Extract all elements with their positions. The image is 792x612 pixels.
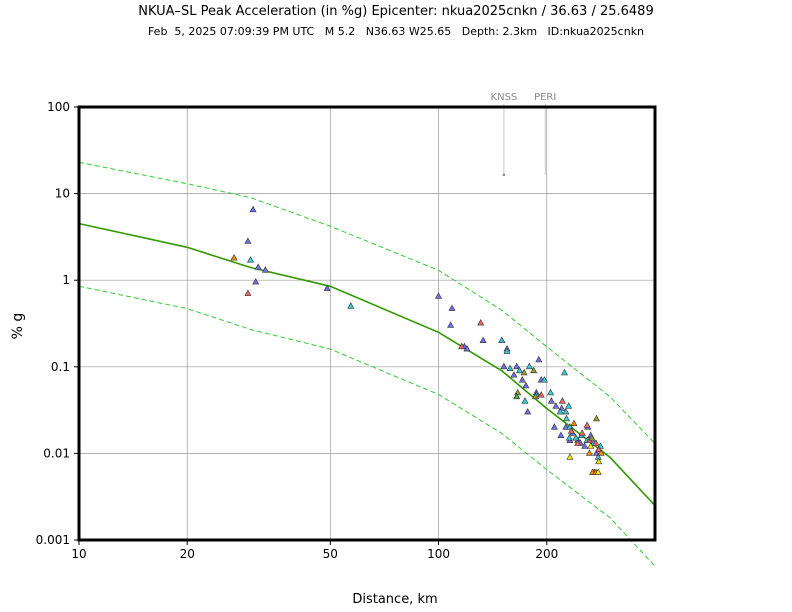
data-point-cyan <box>498 336 506 343</box>
data-point-blue <box>547 397 555 404</box>
data-point-red <box>578 429 586 436</box>
x-axis-label: Distance, km <box>352 592 438 607</box>
data-point-red <box>558 397 566 404</box>
data-point-blue <box>518 376 526 383</box>
plot-frame <box>77 105 657 542</box>
station-label: PERI <box>534 92 556 103</box>
data-point-olive <box>514 388 522 396</box>
data-point-blue <box>261 266 269 273</box>
data-point-red <box>244 289 252 296</box>
x-tick-label: 100 <box>427 547 450 561</box>
data-point-olive <box>520 368 528 376</box>
data-point-cyan <box>565 402 573 409</box>
data-points <box>230 205 605 475</box>
data-point-cyan <box>565 434 573 441</box>
data-point-cyan <box>347 302 355 309</box>
grid-lines <box>78 106 655 541</box>
data-point-blue <box>254 263 262 270</box>
data-point-blue <box>479 336 487 343</box>
data-point-blue <box>434 292 443 299</box>
data-point-blue <box>524 407 532 415</box>
axis-ticks: 10 20 50 100 200 0.001 0.01 0.1 1 10 100 <box>36 100 559 561</box>
data-point-cyan <box>506 364 514 371</box>
x-tick-label: 50 <box>323 547 338 561</box>
data-point-cyan <box>556 407 564 415</box>
y-tick-label: 0.01 <box>43 446 70 460</box>
data-point-red <box>592 439 600 446</box>
data-point-blue <box>552 402 560 409</box>
data-point-blue <box>522 381 530 389</box>
data-point-orange <box>585 449 594 456</box>
data-point-cyan <box>547 388 555 396</box>
station-marker <box>502 173 506 177</box>
data-point-yellow <box>587 442 595 449</box>
chart-title: NKUA–SL Peak Acceleration (in %g) Epicen… <box>138 4 654 19</box>
data-point-blue <box>510 371 518 378</box>
data-point-blue <box>252 277 260 285</box>
data-point-olive <box>531 392 539 400</box>
data-point-red <box>458 342 466 350</box>
data-point-cyan <box>572 434 580 441</box>
x-tick-label: 200 <box>535 547 558 561</box>
x-tick-label: 20 <box>180 547 195 561</box>
chart-subtitle: Feb 5, 2025 07:09:39 PM UTC M 5.2 N36.63… <box>147 25 645 38</box>
data-point-blue <box>244 237 252 244</box>
y-tick-label: 1 <box>62 273 70 287</box>
data-point-olive <box>588 434 596 441</box>
data-point-red <box>537 391 545 398</box>
station-labels: KNSS PERI <box>491 92 556 177</box>
y-tick-label: 0.001 <box>36 533 70 547</box>
data-point-blue <box>513 362 521 370</box>
data-point-green <box>513 392 521 400</box>
data-point-blue <box>581 442 589 449</box>
data-point-yellow <box>595 457 603 465</box>
data-point-red <box>477 318 485 326</box>
y-tick-label: 0.1 <box>51 360 70 374</box>
data-point-red <box>583 421 591 428</box>
data-point-blue <box>448 304 456 311</box>
data-point-olive <box>592 414 601 422</box>
data-point-red <box>567 427 575 434</box>
data-point-orange <box>230 253 238 261</box>
data-point-cyan <box>515 366 524 374</box>
x-tick-label: 10 <box>71 547 86 561</box>
data-point-blue <box>463 344 471 352</box>
data-point-blue <box>535 355 543 363</box>
data-point-blue <box>500 362 508 370</box>
data-point-cyan <box>503 347 511 354</box>
data-point-blue <box>249 205 257 213</box>
data-point-blue <box>550 423 558 430</box>
data-point-cyan <box>562 407 570 415</box>
upper-bound-curve <box>78 161 656 444</box>
data-point-cyan <box>540 376 548 383</box>
data-point-blue <box>447 321 455 328</box>
data-point-cyan <box>562 414 571 422</box>
prediction-curves <box>78 161 656 567</box>
station-label: KNSS <box>491 92 518 103</box>
data-point-red <box>574 439 582 446</box>
data-point-cyan <box>525 362 533 370</box>
y-tick-label: 10 <box>55 187 70 201</box>
data-point-orange <box>597 449 605 456</box>
data-point-red <box>595 445 603 453</box>
data-point-yellow <box>594 468 602 475</box>
data-point-cyan <box>246 256 255 263</box>
lower-bound-curve <box>78 285 656 567</box>
data-point-yellow <box>566 453 574 460</box>
data-point-blue <box>557 431 565 438</box>
data-point-cyan <box>521 397 529 404</box>
y-tick-label: 100 <box>47 100 70 114</box>
data-point-blue <box>323 284 331 291</box>
data-point-orange <box>570 419 578 426</box>
data-point-cyan <box>560 368 569 376</box>
data-point-olive <box>530 366 538 374</box>
